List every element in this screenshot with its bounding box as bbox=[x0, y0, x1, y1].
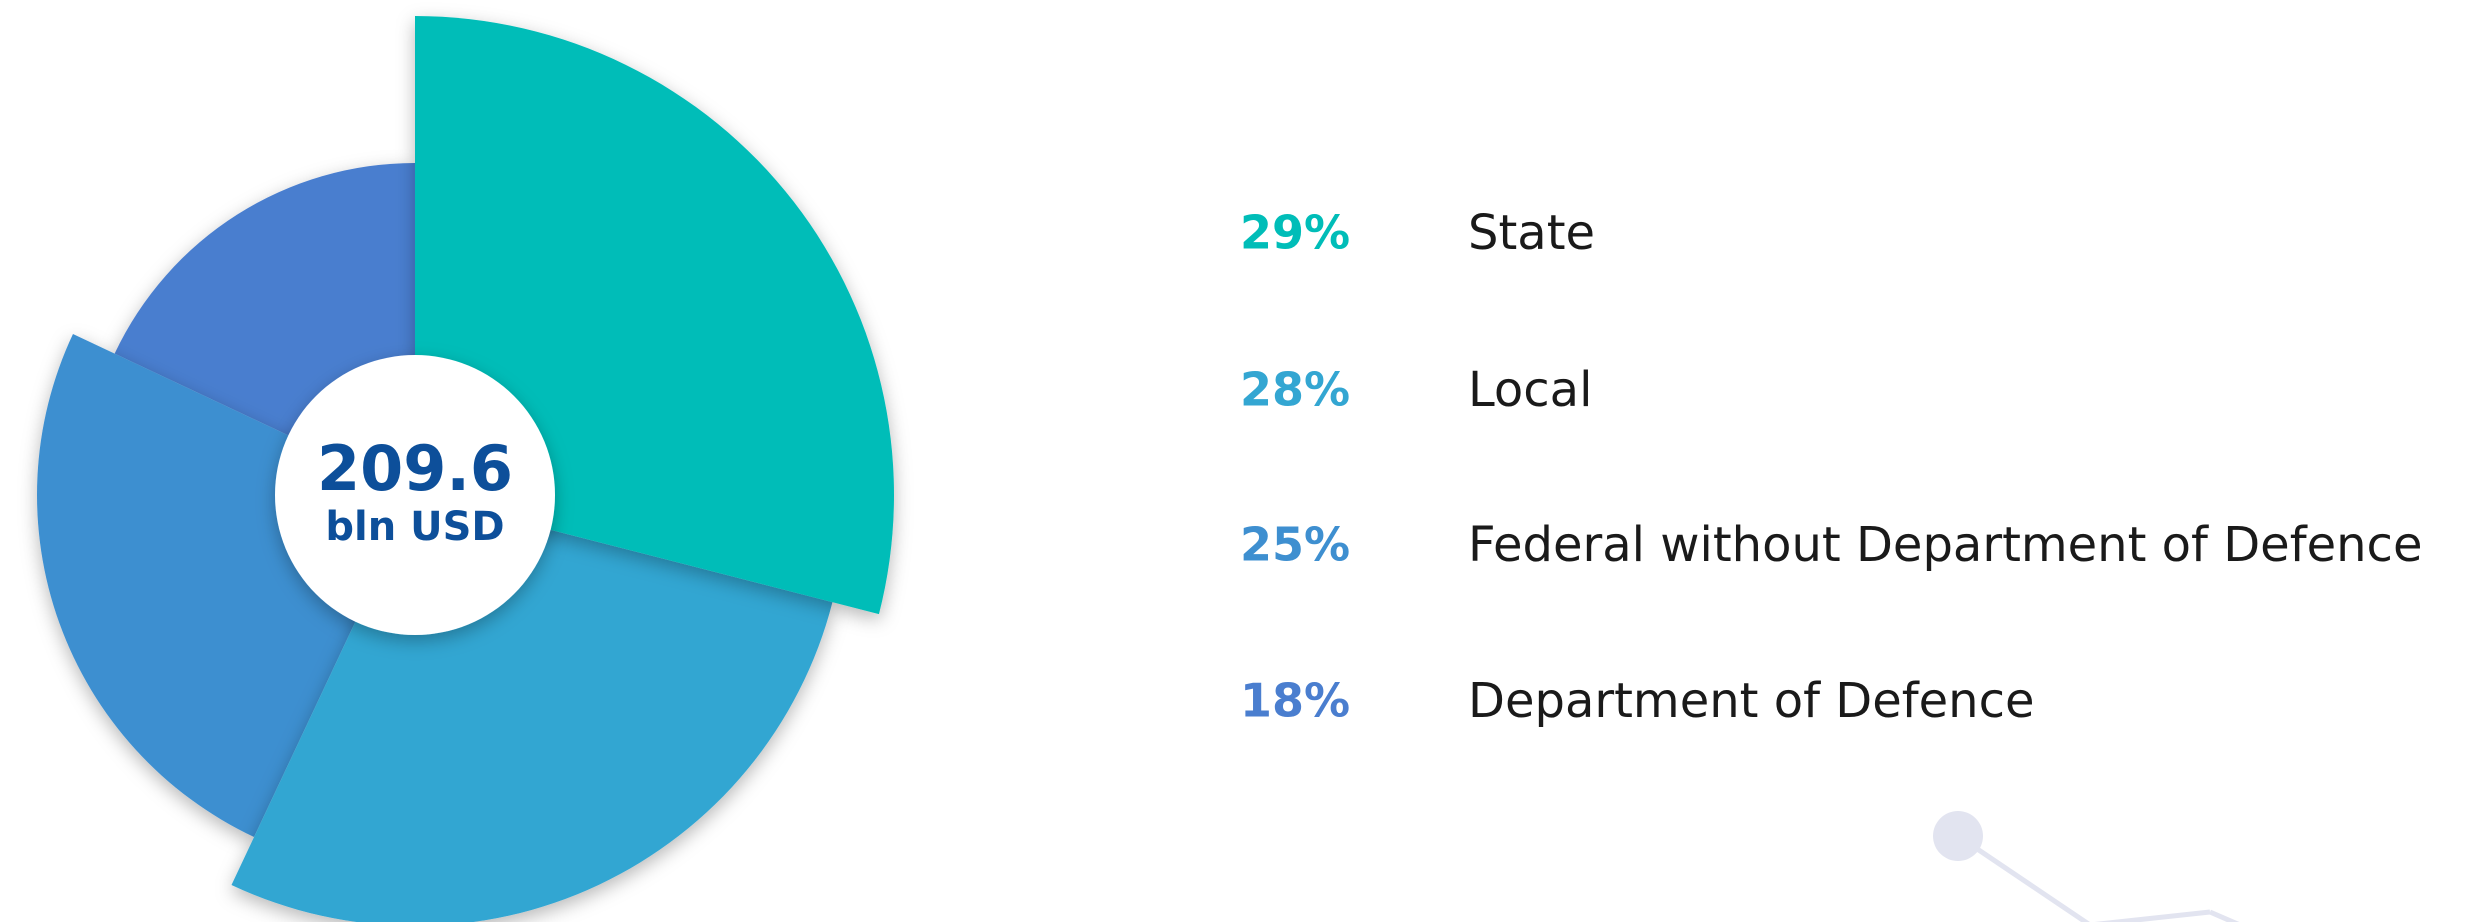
legend-label: State bbox=[1468, 205, 1595, 261]
legend: 29% State 28% Local 25% Federal without Depar… bbox=[1240, 205, 2422, 729]
legend-value: 29% bbox=[1240, 206, 1350, 260]
legend-label: Federal without Department of Defence bbox=[1468, 517, 2422, 573]
legend-label: Department of Defence bbox=[1468, 673, 2035, 729]
legend-value: 28% bbox=[1240, 363, 1350, 417]
decoration bbox=[1933, 811, 2240, 922]
center-unit: bln USD bbox=[325, 504, 504, 550]
center-value: 209.6 bbox=[317, 432, 513, 505]
center-circle bbox=[275, 355, 555, 635]
legend-value: 25% bbox=[1240, 518, 1350, 572]
legend-value: 18% bbox=[1240, 674, 1350, 728]
legend-label: Local bbox=[1468, 362, 1592, 418]
